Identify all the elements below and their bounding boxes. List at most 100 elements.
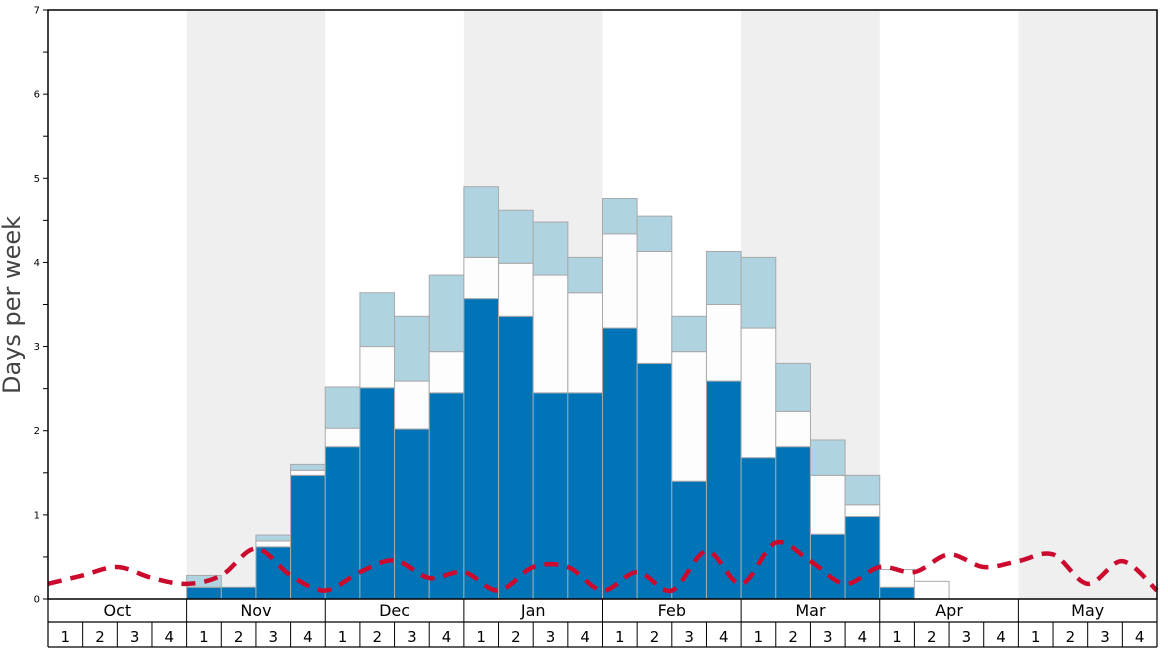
bar-segment-bottom xyxy=(740,457,777,600)
line-series xyxy=(47,539,1159,594)
month-label: Nov xyxy=(240,601,271,620)
week-label: 4 xyxy=(858,628,868,646)
bars xyxy=(186,186,950,600)
week-label: 1 xyxy=(476,628,486,646)
bar-segment-top xyxy=(636,215,673,252)
bar-segment-bottom xyxy=(186,586,222,600)
month-label: Oct xyxy=(103,601,131,620)
bar-segment-top xyxy=(290,463,326,471)
bar-segment-top xyxy=(186,574,222,588)
week-label: 3 xyxy=(407,628,417,646)
bar-segment-bottom xyxy=(567,392,603,600)
bar-segment-bottom xyxy=(428,392,465,600)
week-label: 4 xyxy=(580,628,590,646)
month-label: Mar xyxy=(795,601,826,620)
bar-segment-middle xyxy=(498,262,534,317)
bar-segment-top xyxy=(359,292,396,348)
line-series-path xyxy=(47,539,1159,594)
bar-segment-middle xyxy=(359,346,396,389)
y-tick-label: 2 xyxy=(34,426,40,437)
month-band xyxy=(1018,10,1157,599)
bar-segment-top xyxy=(498,209,534,264)
bar-segment-middle xyxy=(913,580,950,600)
bar-segment-top xyxy=(463,186,500,258)
bar-segment-top xyxy=(532,221,569,276)
bar-segment-bottom xyxy=(290,474,326,600)
week-label: 3 xyxy=(962,628,972,646)
bar-segment-middle xyxy=(671,351,707,482)
week-label: 2 xyxy=(372,628,382,646)
week-label: 2 xyxy=(234,628,244,646)
month-label: Apr xyxy=(935,601,963,620)
bar-segment-middle xyxy=(636,250,673,364)
week-label: 2 xyxy=(927,628,937,646)
y-tick-label: 3 xyxy=(34,342,40,353)
week-label: 2 xyxy=(650,628,660,646)
week-label: 3 xyxy=(823,628,833,646)
week-label: 4 xyxy=(442,628,452,646)
bar-segment-top xyxy=(671,315,707,353)
bar-segment-bottom xyxy=(220,586,257,600)
y-tick-label: 6 xyxy=(34,90,40,101)
y-tick-label: 0 xyxy=(34,595,40,606)
week-label: 3 xyxy=(684,628,694,646)
week-label: 1 xyxy=(1031,628,1041,646)
bar-segment-middle xyxy=(844,504,881,518)
bar-segment-top xyxy=(394,315,430,382)
y-tick-label: 4 xyxy=(34,258,40,269)
week-label: 1 xyxy=(615,628,625,646)
bar-segment-top xyxy=(705,250,742,306)
bar-segment-bottom xyxy=(394,428,430,600)
month-label: May xyxy=(1071,601,1104,620)
bar-segment-top xyxy=(844,474,881,506)
week-label: 3 xyxy=(268,628,278,646)
bar-segment-top xyxy=(324,386,361,429)
bar-segment-bottom xyxy=(844,516,881,600)
bar-segment-bottom xyxy=(636,362,673,600)
bar-segment-middle xyxy=(740,327,777,459)
bar-segment-middle xyxy=(255,540,292,548)
bar-segment-top xyxy=(428,274,465,353)
bar-segment-middle xyxy=(775,410,811,448)
month-label: Jan xyxy=(520,601,546,620)
week-label: 3 xyxy=(546,628,556,646)
bar-segment-middle xyxy=(602,233,638,329)
week-label: 4 xyxy=(303,628,313,646)
week-label: 3 xyxy=(130,628,140,646)
bar-segment-bottom xyxy=(879,586,915,600)
bar-segment-bottom xyxy=(602,327,638,600)
week-label: 1 xyxy=(199,628,209,646)
y-tick-label: 7 xyxy=(34,6,40,17)
bar-segment-middle xyxy=(567,292,603,394)
week-label: 4 xyxy=(719,628,729,646)
bar-segment-middle xyxy=(532,274,569,394)
month-label: Feb xyxy=(658,601,686,620)
week-label: 1 xyxy=(338,628,348,646)
bar-segment-bottom xyxy=(775,446,811,600)
x-axis: Oct 1 2 3 4 Nov 1 2 3 4 Dec 1 2 3 4 Jan 1 2 3 4 Feb 1 2 3 4 Mar 1 2… xyxy=(47,599,1158,648)
y-tick-label: 5 xyxy=(34,174,40,185)
bar-segment-bottom xyxy=(324,446,361,600)
bar-segment-bottom xyxy=(671,480,707,600)
week-label: 2 xyxy=(511,628,521,646)
week-label: 1 xyxy=(754,628,764,646)
bar-segment-top xyxy=(567,256,603,294)
bar-segment-top xyxy=(740,256,777,329)
bar-segment-top xyxy=(255,534,292,542)
bar-segment-middle xyxy=(394,380,430,430)
bar-segment-middle xyxy=(324,427,361,448)
week-label: 4 xyxy=(1135,628,1145,646)
bar-segment-bottom xyxy=(532,392,569,600)
bar-segment-top xyxy=(775,362,811,412)
bar-segment-bottom xyxy=(498,315,534,600)
bar-segment-middle xyxy=(428,351,465,394)
month-label: Dec xyxy=(379,601,410,620)
week-label: 3 xyxy=(1100,628,1110,646)
y-tick-label: 1 xyxy=(34,510,40,521)
bar-segment-middle xyxy=(809,474,846,535)
week-label: 2 xyxy=(95,628,105,646)
bar-segment-middle xyxy=(290,469,326,476)
bar-segment-middle xyxy=(705,304,742,382)
bar-segment-bottom xyxy=(705,380,742,600)
